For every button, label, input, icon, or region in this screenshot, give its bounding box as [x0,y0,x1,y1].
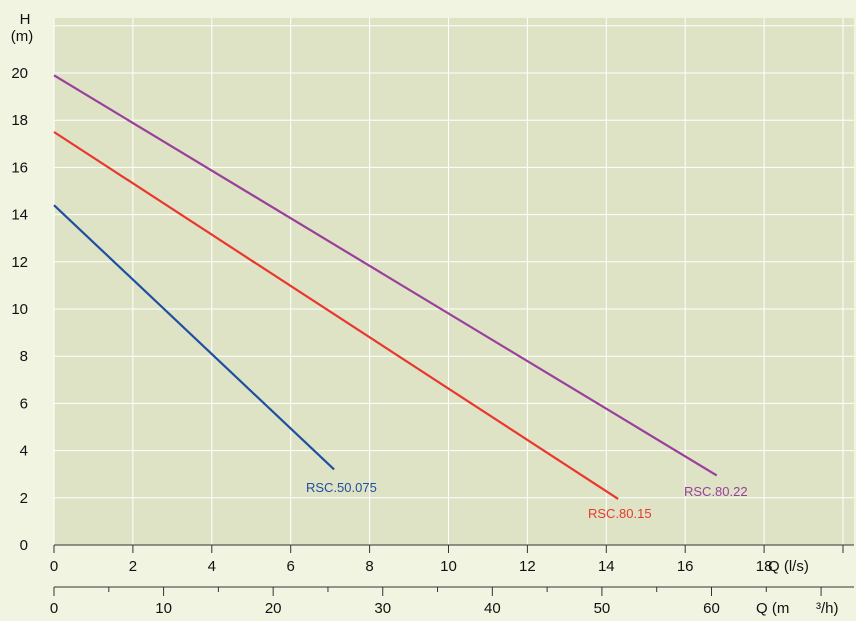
tick-labels: RSC.50.075 RSC.80.15 RSC.80.22 0 2 4 6 8 10 12 14 1… [11,65,772,617]
y-tick-label: 8 [20,348,28,365]
x2-tick-label: 30 [374,600,391,617]
series-label: RSC.80.15 [588,506,652,521]
y-tick-label: 10 [11,301,28,318]
x2-tick-label: 10 [155,600,172,617]
series-lines [53,74,718,500]
x-tick-label: 16 [677,558,694,575]
y-tick-label: 16 [11,159,28,176]
y-tick-label: 6 [20,395,28,412]
y-tick-label: 14 [11,207,28,224]
x2-tick-label: 40 [484,600,501,617]
x2-axis-label-suffix: ³/h) [816,600,839,617]
axes [53,544,854,596]
x2-tick-label: 0 [50,600,58,617]
y-tick-label: 4 [20,443,28,460]
y-tick-label: 18 [11,112,28,129]
x-tick-label: 12 [519,558,536,575]
x-tick-label: 4 [208,558,216,575]
series-label: RSC.50.075 [306,480,377,495]
x-tick-label: 18 [756,558,773,575]
y-tick-label: 20 [11,65,28,82]
y-axis-label: H [20,11,31,28]
x2-tick-label: 50 [594,600,611,617]
series-line-rsc-80-22 [53,74,718,477]
x-tick-label: 0 [50,558,58,575]
x-axis-label: Q (l/s) [768,558,809,575]
x-tick-label: 10 [440,558,457,575]
series-line-rsc-80-15 [53,131,619,500]
y-tick-label: 0 [20,537,28,554]
y-tick-label: 2 [20,490,28,507]
x-tick-label: 14 [598,558,615,575]
x2-axis-label: Q (m [756,600,789,617]
x-tick-label: 6 [287,558,295,575]
plot-background [54,18,854,545]
y-axis-unit: (m) [11,28,34,45]
series-line-rsc-50-075 [53,204,335,471]
y-tick-label: 12 [11,254,28,271]
x2-tick-label: 20 [265,600,282,617]
x-tick-label: 2 [129,558,137,575]
x-tick-label: 8 [365,558,373,575]
x2-tick-label: 60 [703,600,720,617]
series-label: RSC.80.22 [684,484,748,499]
